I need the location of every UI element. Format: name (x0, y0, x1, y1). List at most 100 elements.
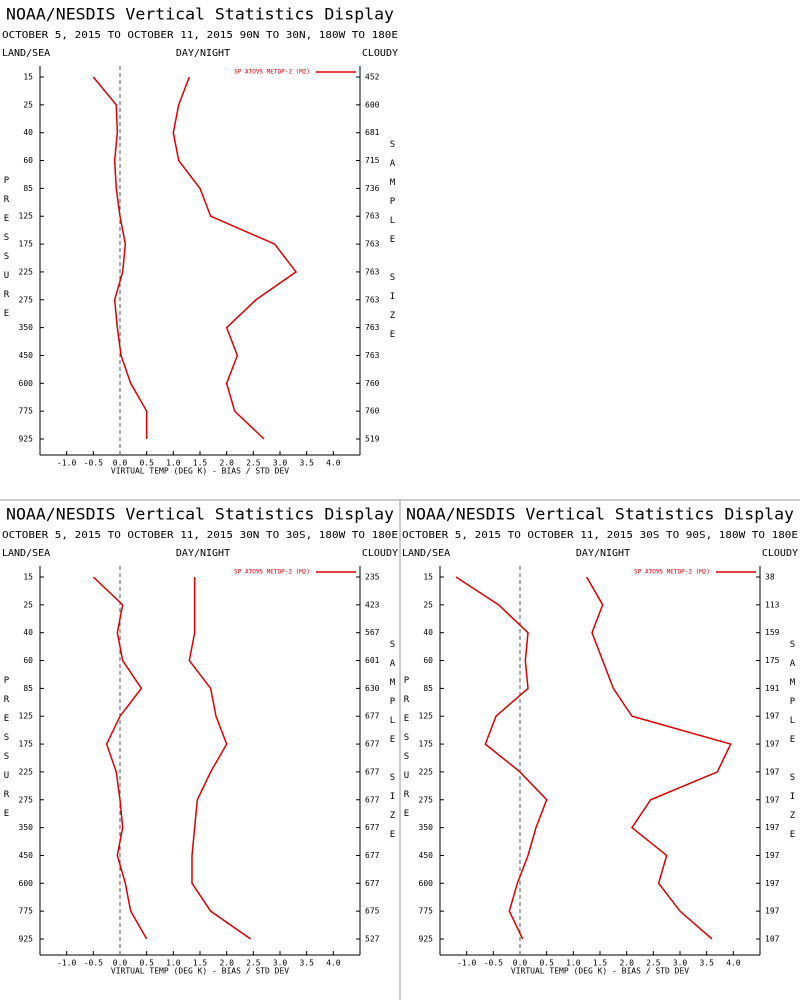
sample-size: 763 (365, 295, 380, 304)
y-axis-label: PRESSURE (2, 176, 12, 328)
sample-size: 677 (365, 879, 380, 888)
sample-size: 197 (765, 767, 780, 776)
sample-size: 760 (365, 379, 380, 388)
sample-size: 630 (365, 684, 380, 693)
sample-size: 760 (365, 407, 380, 416)
cloud-label: CLOUDY (362, 48, 398, 59)
x-tick-label: 4.0 (726, 959, 741, 968)
y-tick-label: 40 (423, 628, 433, 637)
x-tick-label: 1.0 (166, 959, 181, 968)
sample-size: 197 (765, 851, 780, 860)
sample-size: 763 (365, 212, 380, 221)
sample-size: 107 (765, 935, 780, 944)
y-tick-label: 175 (19, 740, 34, 749)
profile-line (188, 577, 252, 940)
sample-size: 736 (365, 184, 380, 193)
y-tick-label: 350 (19, 323, 34, 332)
x-tick-label: 2.0 (219, 959, 234, 968)
x-tick-label: 1.5 (593, 959, 608, 968)
y-tick-label: 275 (19, 795, 34, 804)
y-tick-label: 275 (419, 795, 434, 804)
sample-size: 763 (365, 267, 380, 276)
x-tick-label: 0.0 (113, 459, 128, 468)
y-tick-label: 85 (23, 184, 33, 193)
land-sea-label: LAND/SEA (402, 548, 450, 559)
y2-axis-label: SAMPLE SIZE (388, 140, 398, 349)
y-tick-label: 125 (19, 712, 34, 721)
y-tick-label: 40 (23, 628, 33, 637)
x-axis-label: VIRTUAL TEMP (DEG K) - BIAS / STD DEV (111, 967, 289, 976)
sample-size: 677 (365, 767, 380, 776)
sample-size: 675 (365, 907, 380, 916)
x-tick-label: 3.0 (673, 959, 688, 968)
y-tick-label: 350 (419, 823, 434, 832)
x-tick-label: -0.5 (84, 459, 103, 468)
x-tick-label: 3.5 (299, 959, 314, 968)
profile-line (172, 76, 298, 440)
y-tick-label: 25 (23, 600, 33, 609)
sample-size: 601 (365, 656, 380, 665)
day-night-label: DAY/NIGHT (576, 548, 630, 559)
sample-size: 175 (765, 656, 780, 665)
x-tick-label: 1.0 (166, 459, 181, 468)
sample-size: 197 (765, 823, 780, 832)
sample-size: 519 (365, 435, 380, 444)
y-axis-label: PRESSURE (402, 676, 412, 828)
y-axis-label: PRESSURE (2, 676, 12, 828)
legend-label: SP ATOVS METOP-2 (M2) (234, 69, 310, 76)
sample-size: 763 (365, 323, 380, 332)
x-tick-label: -0.5 (84, 959, 103, 968)
y-tick-label: 25 (423, 600, 433, 609)
sample-size: 38 (765, 573, 775, 582)
x-tick-label: 2.0 (619, 959, 634, 968)
profile-line (455, 576, 548, 940)
y-tick-label: 775 (19, 907, 34, 916)
sample-size: 677 (365, 740, 380, 749)
x-tick-label: 1.5 (193, 959, 208, 968)
sample-size: 681 (365, 128, 380, 137)
y-tick-label: 15 (23, 73, 33, 82)
sample-size: 159 (765, 628, 780, 637)
x-tick-label: 2.0 (219, 459, 234, 468)
profile-line (92, 576, 148, 940)
y-tick-label: 60 (23, 156, 33, 165)
x-tick-label: 4.0 (326, 459, 341, 468)
x-tick-label: -1.0 (57, 459, 76, 468)
x-tick-label: 3.5 (299, 459, 314, 468)
x-axis-label: VIRTUAL TEMP (DEG K) - BIAS / STD DEV (111, 467, 289, 476)
y-tick-label: 225 (19, 767, 34, 776)
legend-label: SP ATOVS METOP-2 (M2) (234, 569, 310, 576)
x-tick-label: 0.5 (539, 959, 554, 968)
x-tick-label: 0.5 (139, 459, 154, 468)
chart-title: NOAA/NESDIS Vertical Statistics Display (406, 505, 794, 524)
y-tick-label: 85 (423, 684, 433, 693)
profile-line (586, 576, 732, 940)
y-tick-label: 925 (19, 435, 34, 444)
sample-size: 677 (365, 712, 380, 721)
y2-axis-label: SAMPLE SIZE (788, 640, 798, 849)
y-tick-label: 40 (23, 128, 33, 137)
x-tick-label: 3.0 (273, 959, 288, 968)
sample-size: 715 (365, 156, 380, 165)
y-tick-label: 775 (419, 907, 434, 916)
y-tick-label: 85 (23, 684, 33, 693)
x-tick-label: 3.0 (273, 459, 288, 468)
x-tick-label: 2.5 (246, 959, 261, 968)
y-tick-label: 15 (423, 573, 433, 582)
y-tick-label: 15 (23, 573, 33, 582)
x-tick-label: 4.0 (326, 959, 341, 968)
profile-line (92, 76, 148, 439)
legend-label: SP ATOVS METOP-2 (M2) (634, 569, 710, 576)
sample-size: 113 (765, 600, 780, 609)
day-night-label: DAY/NIGHT (176, 48, 230, 59)
chart-subtitle: OCTOBER 5, 2015 TO OCTOBER 11, 2015 90N … (2, 30, 398, 41)
sample-size: 197 (765, 795, 780, 804)
cloud-label: CLOUDY (362, 548, 398, 559)
y-tick-label: 600 (19, 879, 34, 888)
x-tick-label: 0.0 (113, 959, 128, 968)
y-tick-label: 350 (19, 823, 34, 832)
y-tick-label: 225 (419, 767, 434, 776)
x-tick-label: 0.5 (139, 959, 154, 968)
land-sea-label: LAND/SEA (2, 548, 50, 559)
